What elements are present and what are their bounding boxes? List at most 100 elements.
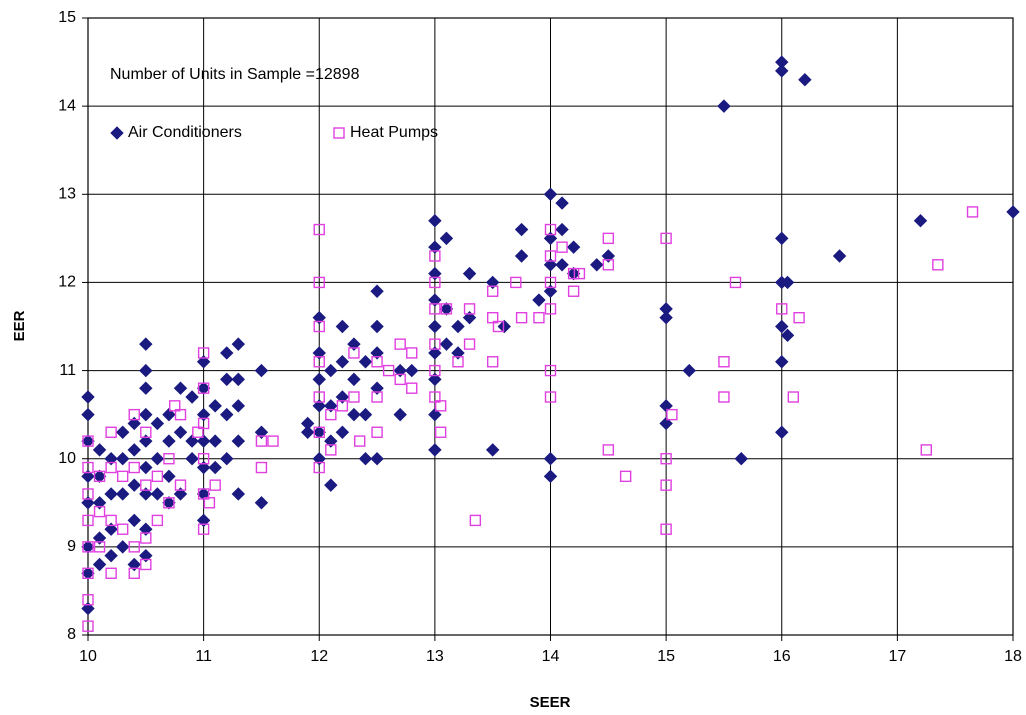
point <box>93 541 106 553</box>
point <box>348 391 360 403</box>
point <box>115 540 130 554</box>
x-tick-label: 10 <box>79 648 97 665</box>
point <box>370 452 384 466</box>
point <box>231 434 246 448</box>
point <box>162 407 176 422</box>
point <box>324 434 338 448</box>
point <box>660 523 672 535</box>
point <box>405 363 419 378</box>
y-tick-label: 9 <box>67 538 76 555</box>
point <box>92 531 107 545</box>
legend-marker <box>110 126 124 140</box>
x-tick-label: 17 <box>888 648 906 665</box>
point <box>514 249 529 263</box>
legend-label: Heat Pumps <box>350 124 438 141</box>
point <box>428 346 442 360</box>
point <box>174 408 187 421</box>
point <box>163 497 175 509</box>
point <box>775 425 789 439</box>
point <box>393 407 407 422</box>
point <box>220 452 234 466</box>
point <box>104 452 118 466</box>
point <box>798 72 812 87</box>
point <box>335 425 350 439</box>
point <box>434 400 447 412</box>
point <box>485 275 500 290</box>
point <box>312 425 326 439</box>
point <box>544 250 557 262</box>
point <box>104 548 118 563</box>
point <box>92 443 107 457</box>
point <box>393 363 407 378</box>
y-tick-label: 15 <box>58 9 76 26</box>
point <box>469 514 482 527</box>
x-tick-label: 13 <box>426 648 444 665</box>
point <box>394 338 406 350</box>
point <box>92 469 107 484</box>
point <box>208 460 222 475</box>
point <box>105 461 117 474</box>
point <box>313 391 325 403</box>
point <box>325 408 337 421</box>
point <box>382 364 395 377</box>
point <box>140 558 152 571</box>
point <box>486 285 499 297</box>
point <box>452 356 464 368</box>
point <box>775 319 789 334</box>
point <box>185 390 199 404</box>
point <box>775 231 789 246</box>
point <box>335 319 350 334</box>
point <box>429 391 441 403</box>
point <box>544 276 557 289</box>
point <box>660 232 672 245</box>
point <box>82 620 94 632</box>
point <box>619 470 632 483</box>
x-tick-label: 14 <box>542 648 560 665</box>
y-tick-label: 12 <box>58 274 76 291</box>
point <box>151 514 164 527</box>
point <box>127 416 141 431</box>
point <box>555 196 569 210</box>
point <box>566 240 581 254</box>
point <box>231 337 246 351</box>
point <box>81 390 95 404</box>
point <box>220 372 234 387</box>
point <box>115 452 130 466</box>
point <box>81 566 95 581</box>
point <box>602 232 615 245</box>
point <box>428 266 442 281</box>
point <box>104 487 118 501</box>
point <box>255 461 268 474</box>
point <box>162 496 176 510</box>
point <box>82 594 94 606</box>
point <box>429 250 441 262</box>
point <box>197 453 210 465</box>
point <box>544 223 557 236</box>
point <box>601 249 616 263</box>
point <box>394 373 406 386</box>
point <box>544 303 557 315</box>
point <box>92 557 107 572</box>
point <box>312 399 326 413</box>
point <box>462 310 477 325</box>
point <box>220 346 234 360</box>
point <box>543 452 558 466</box>
point <box>313 223 325 236</box>
point <box>573 267 586 280</box>
point <box>660 479 672 491</box>
point <box>82 461 94 474</box>
point <box>429 276 441 289</box>
point <box>139 522 153 536</box>
point <box>371 426 383 438</box>
point <box>82 541 94 553</box>
point <box>116 523 129 535</box>
point <box>354 435 366 447</box>
point <box>116 470 129 483</box>
point <box>428 407 442 422</box>
point <box>92 496 107 510</box>
point <box>81 469 95 484</box>
point <box>313 426 325 438</box>
point <box>567 267 580 280</box>
point <box>139 460 153 475</box>
point <box>492 320 505 333</box>
